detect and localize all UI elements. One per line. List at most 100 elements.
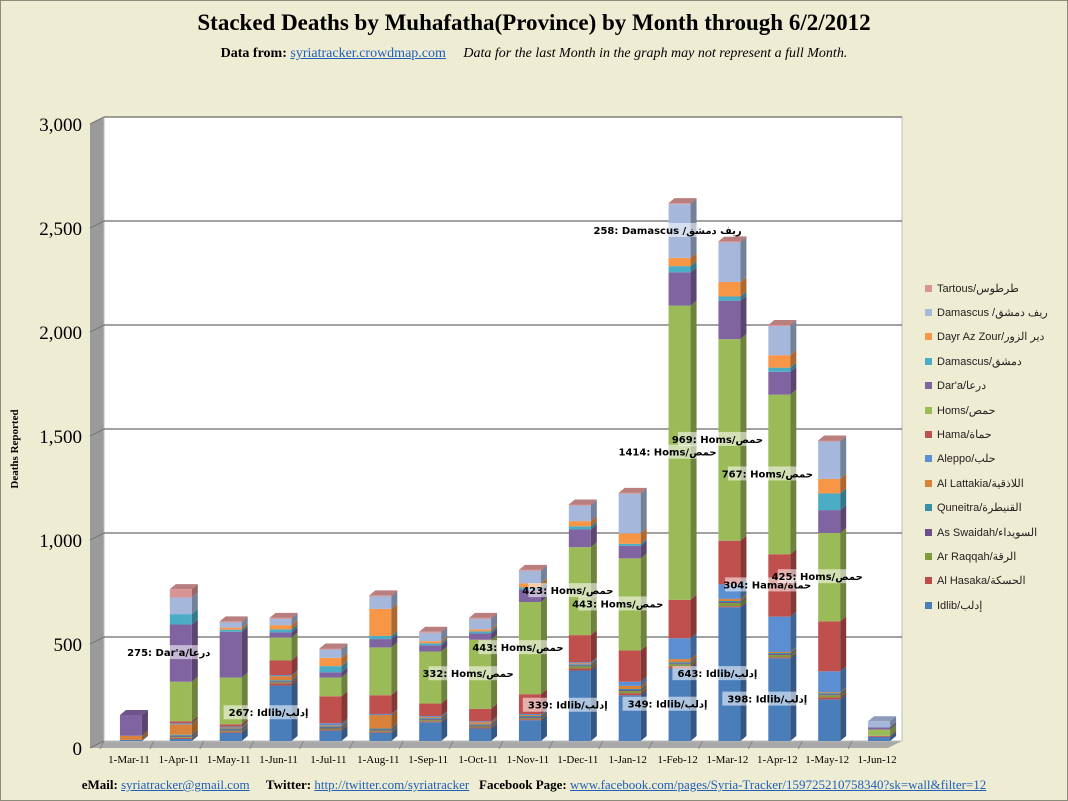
bar-segment-side [790, 646, 797, 654]
bar-segment-side [291, 613, 298, 626]
x-tick [847, 740, 853, 750]
bar-segment [369, 728, 392, 730]
bar-segment [718, 601, 741, 603]
bar-segment [269, 675, 292, 677]
data-source-link[interactable]: syriatracker.crowdmap.com [290, 46, 446, 61]
annotation-bg [625, 444, 710, 459]
bar-segment-side [840, 473, 847, 494]
bar-segment [768, 655, 791, 658]
bar-segment-side [640, 487, 647, 494]
gridline-side [89, 220, 105, 229]
legend-item: Tartous/طرطوس [925, 276, 1065, 300]
bar-segment [269, 676, 292, 681]
bar-segment [668, 664, 691, 667]
annotation-label: 643: Idlib/إدلب [678, 669, 758, 680]
legend-label: Al Lattakia/اللاذقية [937, 477, 1024, 490]
bar-segment [169, 597, 192, 615]
bar-segment [618, 493, 641, 534]
legend-swatch [925, 431, 932, 439]
x-tick-label: 1-May-11 [207, 754, 251, 766]
bar-segment [169, 734, 192, 736]
bar-segment [618, 533, 641, 544]
bar-segment [768, 355, 791, 368]
bar-segment-side [241, 617, 248, 628]
facebook-link[interactable]: www.facebook.com/pages/Syria-Tracker/159… [570, 777, 987, 792]
bar-segment-side [191, 733, 198, 741]
bar-segment-side [341, 667, 348, 678]
x-tick-label: 1-Jan-12 [608, 754, 647, 766]
bar-segment-side [640, 488, 647, 534]
bar-segment-side [191, 592, 198, 615]
x-tick [648, 740, 654, 750]
bar-segment [469, 721, 492, 723]
bar-segment-side [740, 593, 747, 602]
bar-segment-side [491, 722, 498, 729]
bar-segment-side [491, 716, 498, 723]
bar-segment [668, 272, 691, 306]
legend-swatch [925, 479, 932, 487]
bar-segment-side [840, 666, 847, 693]
bar-segment-side [491, 626, 498, 634]
bar-segment [269, 681, 292, 683]
legend-label: Damascus /ريف دمشق [937, 307, 1048, 320]
bar-segment-side [690, 267, 697, 306]
bar-segment-side [191, 731, 198, 738]
bar-segment-side [341, 724, 348, 731]
bar-segment [419, 717, 442, 719]
x-tick [149, 740, 155, 750]
bar-top [618, 487, 647, 493]
bar-segment-side [291, 612, 298, 619]
bar-segment [169, 738, 192, 741]
bar-segment-side [690, 633, 697, 660]
bar-segment-side [491, 720, 498, 727]
bar-segment [768, 326, 791, 356]
floor [90, 741, 902, 748]
x-tick [598, 740, 604, 750]
bar-segment-side [740, 596, 747, 603]
bar-segment-side [291, 671, 298, 681]
x-tick-label: 1-Apr-12 [757, 754, 798, 766]
bar-segment-side [840, 689, 847, 696]
bar-segment [818, 699, 841, 741]
twitter-link[interactable]: http://twitter.com/syriatracker [314, 777, 470, 792]
bar-segment-side [341, 652, 348, 667]
bar-segment [319, 728, 342, 730]
annotation-label: 423: Homs/حمص [522, 586, 613, 597]
bar-segment [369, 731, 392, 733]
bar-segment [718, 241, 741, 243]
x-tick [398, 740, 404, 750]
bar-segment [668, 266, 691, 273]
annotation-label: 1414: Homs/حمص [618, 448, 716, 459]
bar-segment-side [890, 730, 897, 737]
legend-swatch [925, 504, 932, 512]
bar-segment-side [191, 718, 198, 725]
bar-segment [219, 621, 242, 623]
bar-segment-side [391, 690, 398, 714]
bar-segment [169, 681, 192, 722]
bar-segment [169, 589, 192, 598]
bar-segment-side [740, 295, 747, 340]
bar-segment-side [690, 594, 697, 639]
bar-segment [169, 721, 192, 724]
x-tick [448, 740, 454, 750]
annotation-label: 443: Homs/حمص [572, 599, 663, 610]
bar-segment-side [790, 650, 797, 658]
email-link[interactable]: syriatracker@gmail.com [121, 777, 250, 792]
bar-segment [668, 659, 691, 663]
bar-segment-side [890, 722, 897, 730]
bar-segment [618, 691, 641, 694]
bar-segment-side [690, 659, 697, 667]
bar-segment-side [341, 644, 348, 658]
annotation-label: 443: Homs/حمص [472, 643, 563, 654]
bar-top [668, 198, 697, 204]
bar-top [469, 612, 498, 618]
bar-segment-side [191, 609, 198, 625]
annotation-bg [528, 583, 608, 598]
bar-segment-side [391, 708, 398, 715]
bar-segment [618, 650, 641, 682]
bar-top [369, 590, 398, 596]
bar-segment-side [291, 655, 298, 676]
bar-segment [568, 635, 591, 663]
bar-segment-side [341, 672, 348, 697]
bar-segment [369, 595, 392, 597]
